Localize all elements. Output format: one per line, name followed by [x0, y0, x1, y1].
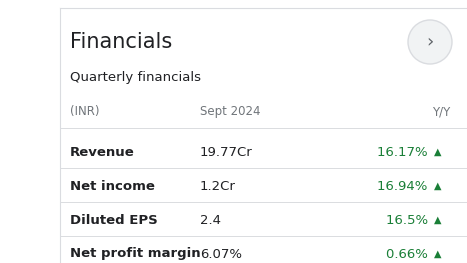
Text: Diluted EPS: Diluted EPS [70, 214, 158, 226]
Text: (INR): (INR) [70, 105, 99, 119]
Text: 16.5%: 16.5% [386, 214, 432, 226]
Text: Net income: Net income [70, 180, 155, 193]
Text: 6.07%: 6.07% [200, 247, 242, 260]
Text: 0.66%: 0.66% [386, 247, 432, 260]
Text: 16.94%: 16.94% [377, 180, 432, 193]
Text: ›: › [426, 33, 434, 51]
Text: ▲: ▲ [434, 181, 441, 191]
Text: 2.4: 2.4 [200, 214, 221, 226]
Text: Net profit margin: Net profit margin [70, 247, 201, 260]
Text: 16.17%: 16.17% [377, 145, 432, 159]
Text: ▲: ▲ [434, 147, 441, 157]
Text: 19.77Cr: 19.77Cr [200, 145, 253, 159]
Text: ▲: ▲ [434, 215, 441, 225]
Text: Quarterly financials: Quarterly financials [70, 72, 201, 84]
Text: Y/Y: Y/Y [432, 105, 450, 119]
Text: Financials: Financials [70, 32, 172, 52]
Text: Sept 2024: Sept 2024 [200, 105, 261, 119]
Text: ▲: ▲ [434, 249, 441, 259]
Text: 1.2Cr: 1.2Cr [200, 180, 236, 193]
Ellipse shape [408, 20, 452, 64]
Text: Revenue: Revenue [70, 145, 135, 159]
